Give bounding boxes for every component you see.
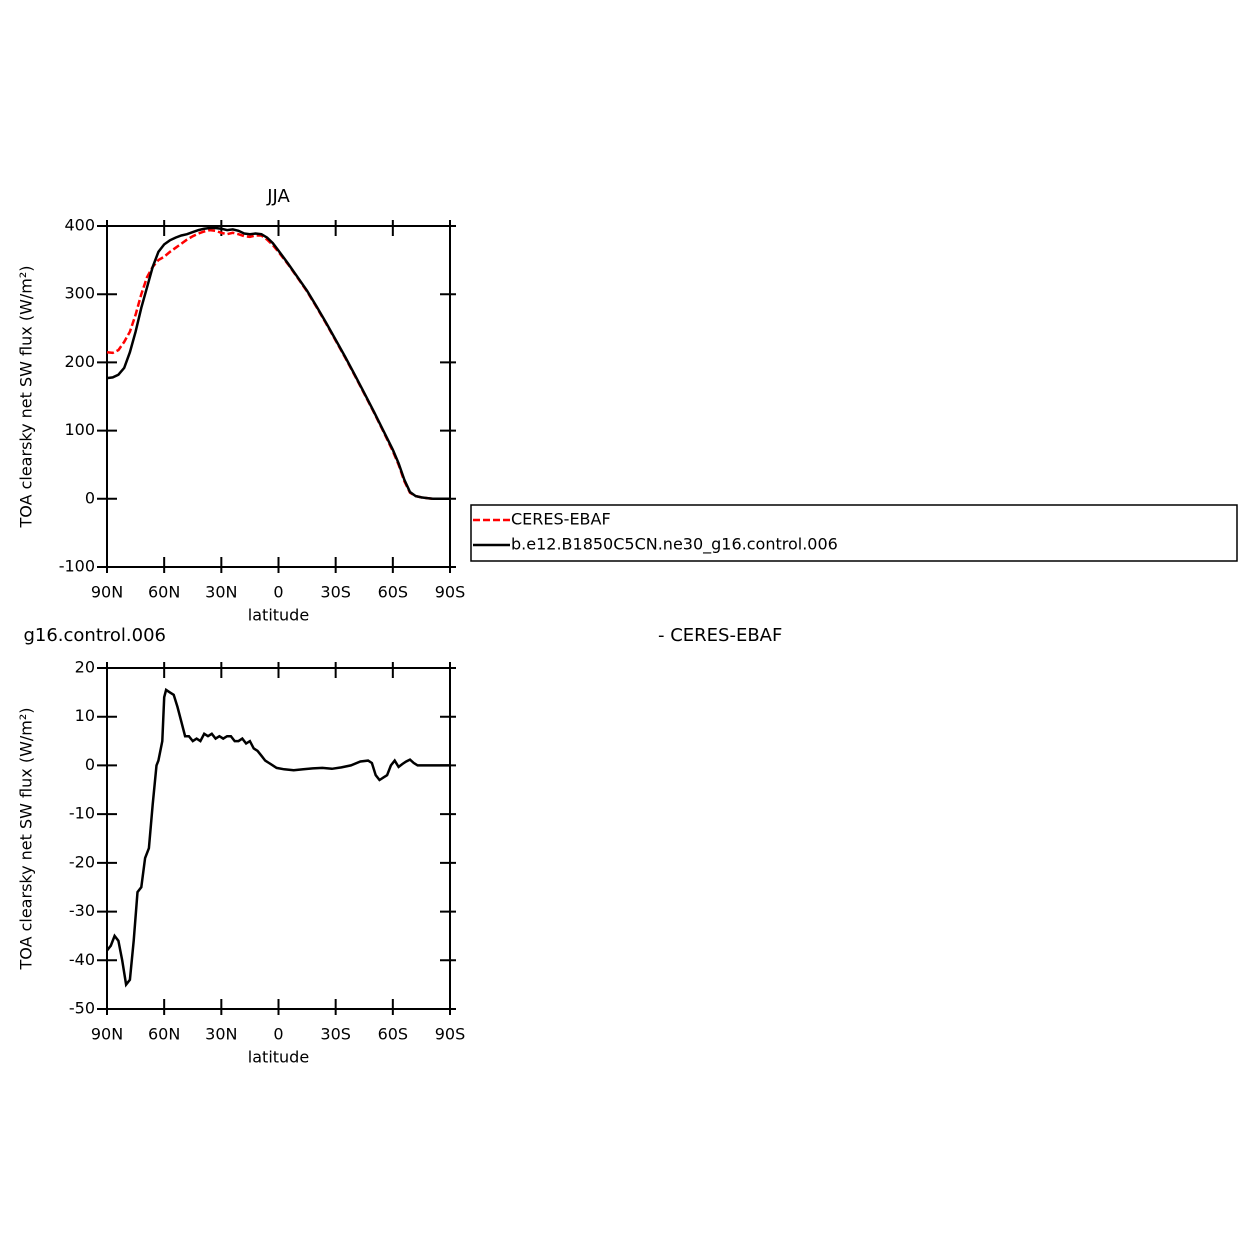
y-tick-label: -30	[69, 901, 95, 920]
x-tick-label: 60N	[148, 583, 180, 602]
legend-label: b.e12.B1850C5CN.ne30_g16.control.006	[511, 535, 838, 555]
x-tick-label: 90N	[91, 1025, 123, 1044]
data-line	[106, 226, 450, 501]
x-tick-label: 60S	[378, 1025, 409, 1044]
x-axis-label: latitude	[248, 1048, 309, 1067]
plot-frame	[106, 225, 451, 568]
x-tick-label: 60N	[148, 1025, 180, 1044]
chart-title: JJA	[266, 186, 290, 207]
x-tick-label: 30S	[320, 1025, 351, 1044]
x-tick-label: 30N	[205, 1025, 237, 1044]
x-tick-label: 0	[273, 1025, 283, 1044]
y-axis-label: TOA clearsky net SW flux (W/m²)	[17, 707, 36, 970]
x-tick-label: 30N	[205, 583, 237, 602]
chart-title: g16.control.006	[23, 625, 166, 646]
x-tick-label: 90S	[435, 583, 466, 602]
x-tick-label: 90N	[91, 583, 123, 602]
y-tick-label: 300	[64, 284, 95, 303]
legend-box	[470, 504, 1238, 562]
y-tick-label: 0	[85, 488, 95, 507]
y-tick-label: 400	[64, 216, 95, 235]
data-line	[106, 228, 450, 501]
x-axis-label: latitude	[248, 606, 309, 625]
y-tick-label: 20	[75, 658, 95, 677]
y-tick-label: -40	[69, 950, 95, 969]
y-tick-label: 100	[64, 420, 95, 439]
y-tick-label: 0	[85, 755, 95, 774]
y-tick-label: -50	[69, 999, 95, 1018]
x-tick-label: 60S	[378, 583, 409, 602]
y-tick-label: 10	[75, 706, 95, 725]
x-tick-label: 90S	[435, 1025, 466, 1044]
y-tick-label: -10	[69, 804, 95, 823]
x-tick-label: 30S	[320, 583, 351, 602]
chart-subtitle: - CERES-EBAF	[658, 625, 782, 646]
y-tick-label: -100	[59, 557, 95, 576]
y-tick-label: 200	[64, 352, 95, 371]
legend-label: CERES-EBAF	[511, 510, 611, 529]
y-tick-label: -20	[69, 852, 95, 871]
data-line	[106, 687, 450, 988]
y-axis-label: TOA clearsky net SW flux (W/m²)	[17, 265, 36, 528]
plot-frame	[106, 667, 451, 1010]
x-tick-label: 0	[273, 583, 283, 602]
